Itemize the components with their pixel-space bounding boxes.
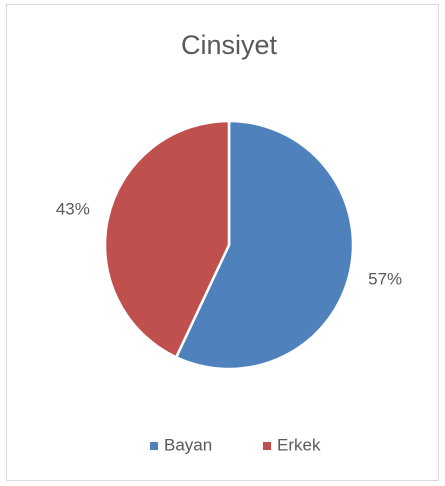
pie-slice: [174, 119, 355, 371]
legend-label: Bayan: [164, 435, 212, 454]
chart-title: Cinsiyet: [181, 30, 278, 60]
legend-swatch: [150, 442, 158, 450]
data-label: 43%: [56, 200, 90, 219]
data-label: 57%: [368, 269, 402, 288]
legend-label: Erkek: [277, 435, 321, 454]
legend-swatch: [263, 442, 271, 450]
pie-slice: [103, 119, 231, 359]
